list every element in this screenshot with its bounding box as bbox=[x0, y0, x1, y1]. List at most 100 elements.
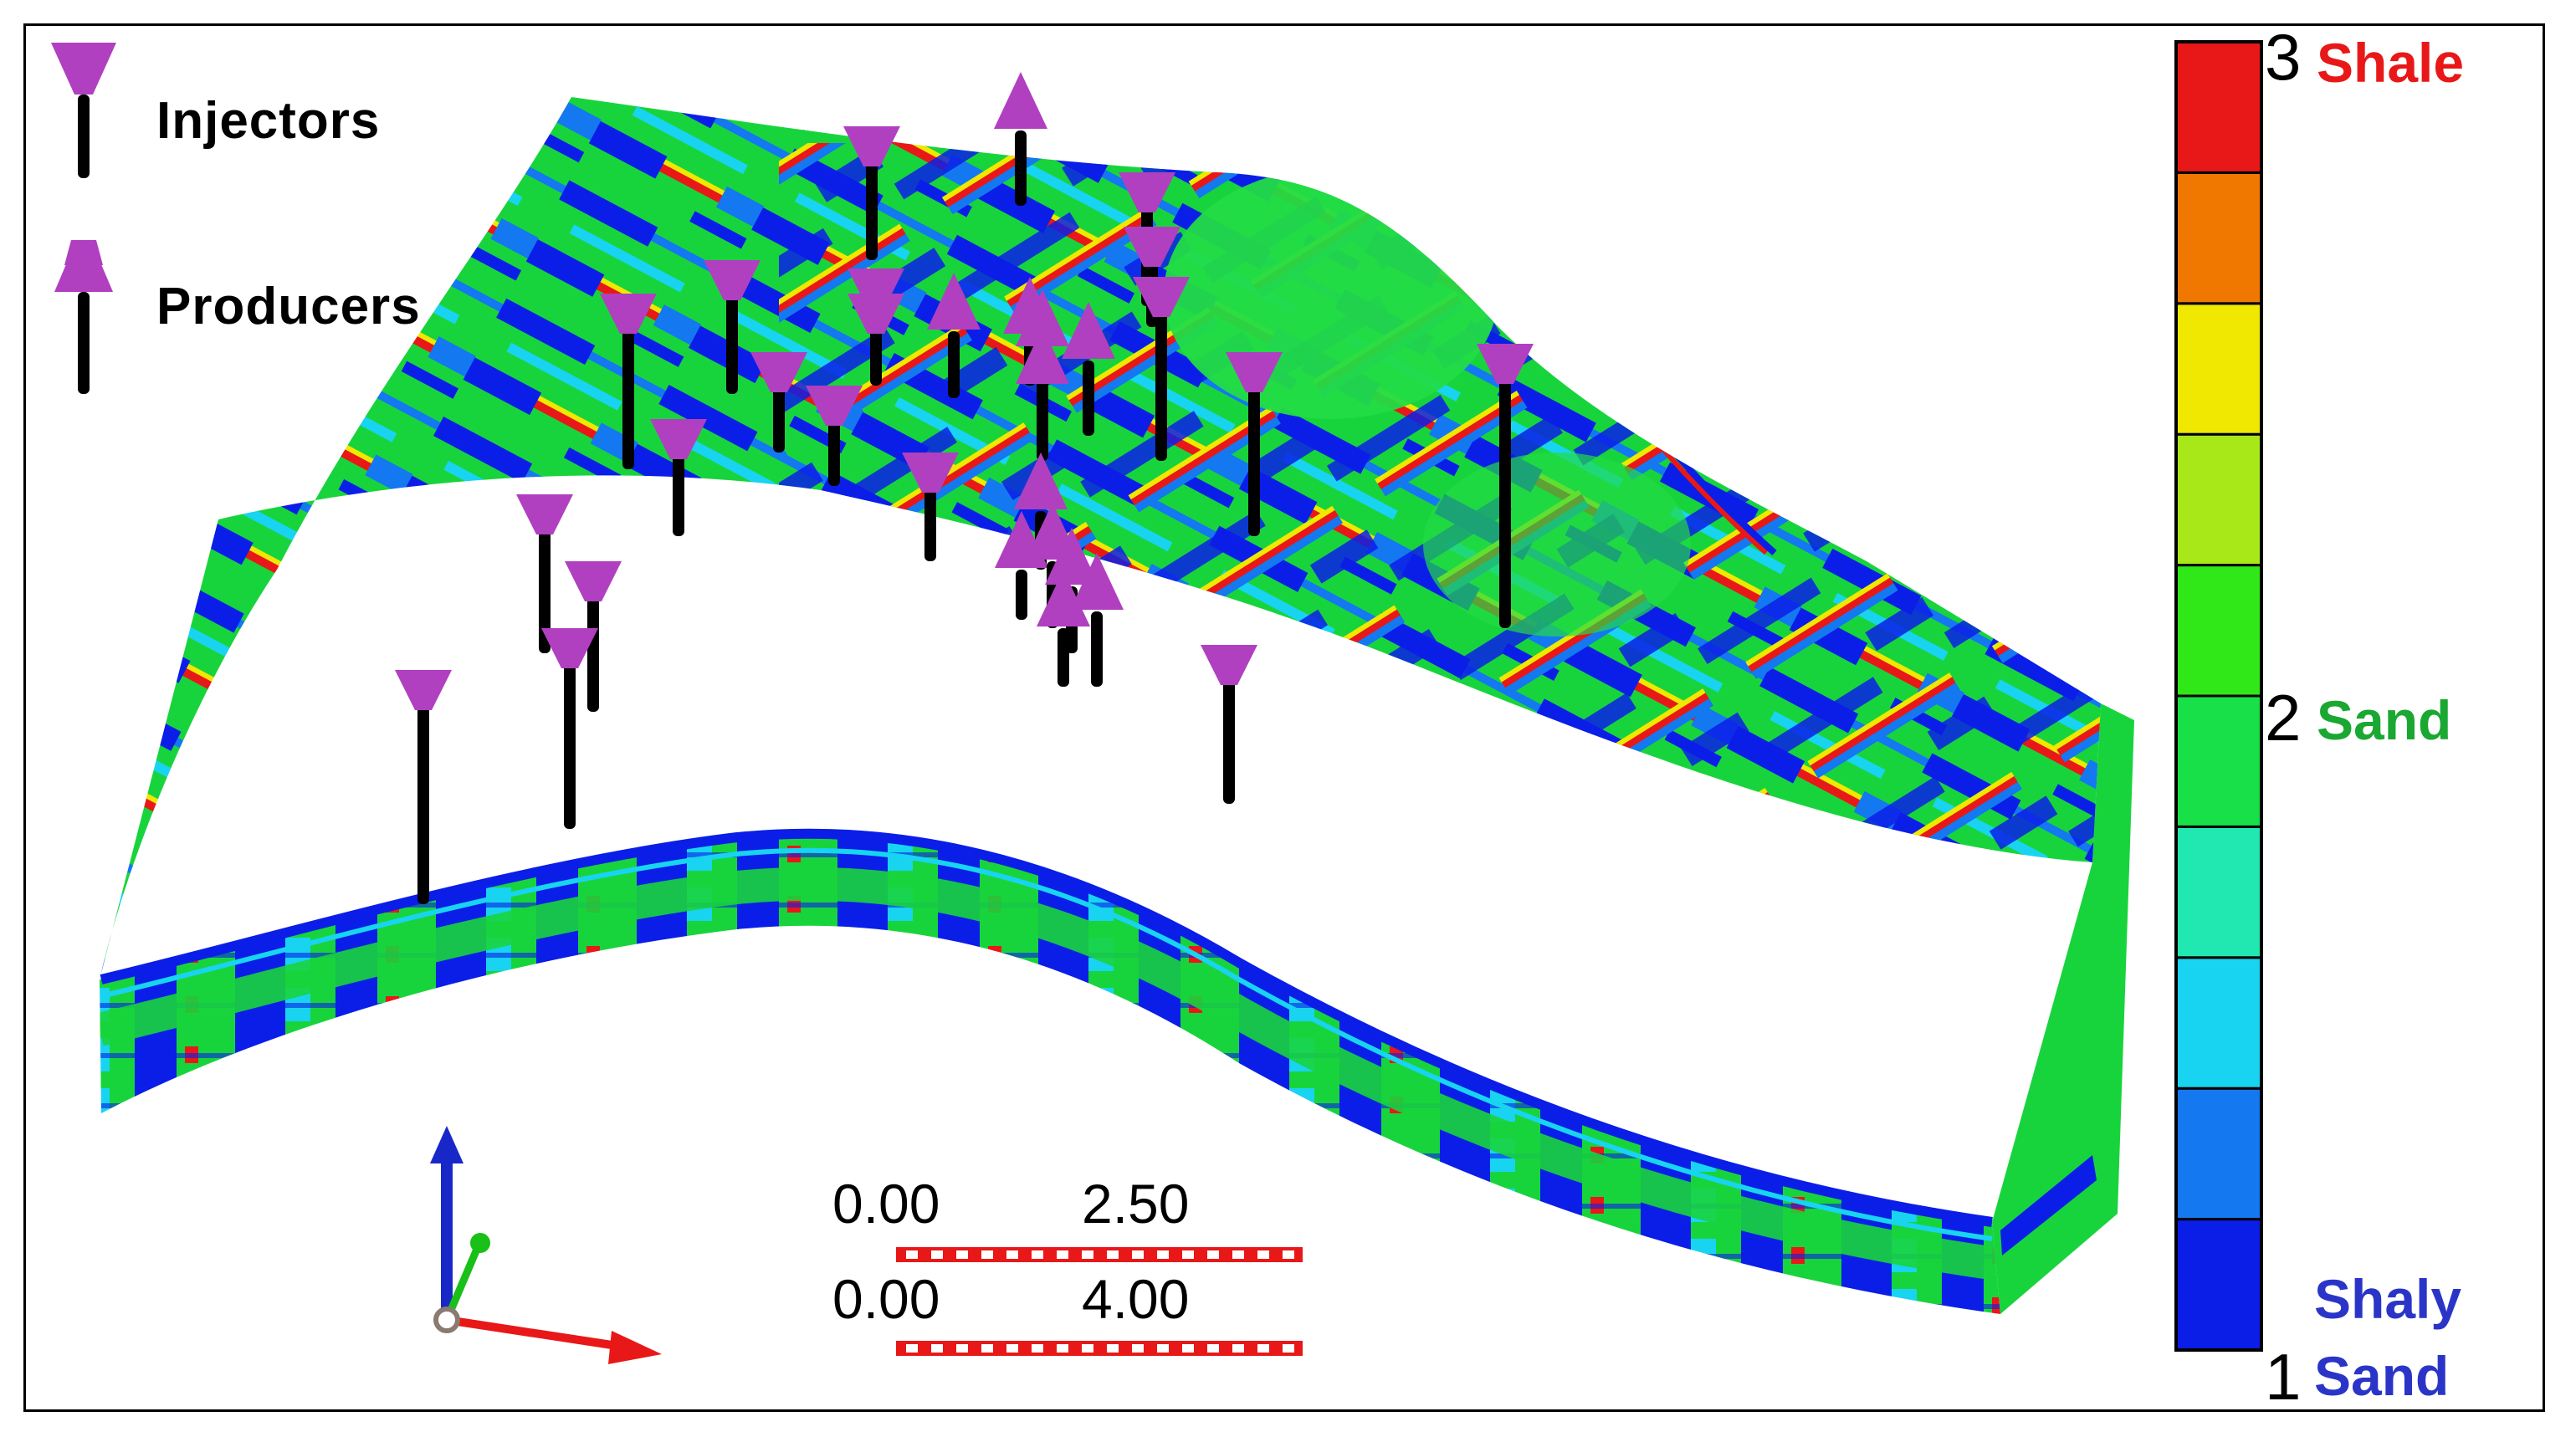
scale-tick bbox=[906, 1250, 918, 1259]
injector-well[interactable] bbox=[704, 260, 761, 394]
scale-1-end: 2.50 bbox=[1082, 1173, 1190, 1235]
scale-tick bbox=[1207, 1250, 1219, 1259]
scale-tick bbox=[1182, 1344, 1194, 1353]
injector-well[interactable] bbox=[1201, 645, 1257, 804]
injector-head-icon bbox=[650, 419, 707, 459]
viewport-frame: Injectors Producers 3 Shale 2 Sand Shaly… bbox=[23, 23, 2545, 1412]
scale-tick bbox=[1182, 1250, 1194, 1259]
scale-tick bbox=[1032, 1250, 1043, 1259]
injector-head-icon bbox=[750, 352, 807, 392]
colorbar-sand2-label: Sand bbox=[2314, 1345, 2450, 1407]
axes-origin-icon bbox=[433, 1307, 460, 1333]
injector-head-icon bbox=[1477, 344, 1534, 384]
z-axis-arrow-icon bbox=[430, 1126, 463, 1163]
injector-head-icon bbox=[1124, 227, 1180, 267]
well-pipe bbox=[866, 160, 878, 260]
producer-well[interactable] bbox=[1016, 327, 1069, 461]
scale-tick bbox=[1283, 1344, 1294, 1353]
scale-tick bbox=[1082, 1344, 1093, 1353]
injector-well[interactable] bbox=[806, 386, 863, 486]
scale-tick bbox=[1057, 1344, 1068, 1353]
injector-head-icon bbox=[600, 294, 657, 334]
well-pipe bbox=[924, 486, 936, 561]
scale-tick bbox=[1107, 1344, 1119, 1353]
injector-head-icon bbox=[902, 453, 959, 493]
colorbar-min-label: 1 bbox=[2265, 1340, 2302, 1412]
producer-well[interactable] bbox=[1070, 553, 1124, 687]
injector-well[interactable] bbox=[750, 352, 807, 453]
injector-well[interactable] bbox=[843, 126, 900, 260]
well-pipe bbox=[1155, 310, 1167, 461]
scale-tick bbox=[1132, 1250, 1144, 1259]
well-pipe bbox=[1015, 130, 1027, 206]
well-pipe bbox=[1083, 361, 1094, 436]
scale-bar-2-ticks bbox=[906, 1344, 1294, 1353]
well-pipe bbox=[948, 331, 960, 398]
model-right-side bbox=[1992, 703, 2134, 1314]
well-pipe bbox=[828, 419, 840, 486]
scale-tick bbox=[1107, 1250, 1119, 1259]
injector-well[interactable] bbox=[1133, 277, 1190, 461]
injector-well[interactable] bbox=[902, 453, 959, 561]
producer-head-icon bbox=[1016, 327, 1069, 384]
scale-tick bbox=[1283, 1250, 1294, 1259]
well-pipe bbox=[1091, 611, 1103, 687]
colorbar-band bbox=[2174, 694, 2263, 828]
well-pipe bbox=[1248, 386, 1260, 536]
injector-well[interactable] bbox=[541, 628, 598, 829]
legend-producer-icon bbox=[54, 240, 113, 394]
model-right-side-stripes bbox=[2000, 1155, 2097, 1255]
well-pipe bbox=[1016, 570, 1027, 620]
scale-tick bbox=[931, 1344, 943, 1353]
injector-head-icon bbox=[516, 494, 573, 534]
well-pipe bbox=[539, 528, 551, 653]
colorbar-band bbox=[2174, 432, 2263, 567]
scale-tick bbox=[1132, 1344, 1144, 1353]
scale-tick bbox=[1057, 1250, 1068, 1259]
y-axis-tip-icon bbox=[470, 1233, 490, 1253]
well-pipe bbox=[564, 662, 576, 829]
injector-head-icon bbox=[848, 268, 904, 309]
injector-head-icon bbox=[541, 628, 598, 668]
scale-2-start: 0.00 bbox=[832, 1268, 940, 1330]
well-pipe bbox=[726, 294, 738, 394]
injector-well[interactable] bbox=[600, 294, 657, 469]
colorbar-band bbox=[2174, 1218, 2263, 1352]
producer-well[interactable] bbox=[1037, 570, 1090, 687]
injector-head-icon bbox=[1133, 277, 1190, 317]
scale-1-start: 0.00 bbox=[832, 1173, 940, 1235]
well-pipe bbox=[1037, 386, 1048, 461]
reservoir-model-view[interactable] bbox=[26, 26, 2545, 1412]
scale-tick bbox=[956, 1250, 968, 1259]
colorbar-sand-label: Sand bbox=[2317, 689, 2452, 751]
injector-well[interactable] bbox=[565, 561, 622, 712]
injector-well[interactable] bbox=[650, 419, 707, 536]
producer-well[interactable] bbox=[927, 273, 981, 398]
scale-tick bbox=[1006, 1344, 1018, 1353]
scale-tick bbox=[1082, 1250, 1093, 1259]
colorbar-band bbox=[2174, 564, 2263, 698]
producer-head-icon bbox=[1037, 570, 1090, 626]
injector-well[interactable] bbox=[1477, 344, 1534, 628]
injector-head-icon bbox=[848, 294, 904, 334]
scale-tick bbox=[906, 1344, 918, 1353]
injector-well[interactable] bbox=[516, 494, 573, 653]
well-pipe bbox=[417, 703, 429, 904]
scale-tick bbox=[1157, 1344, 1169, 1353]
injector-well[interactable] bbox=[1226, 352, 1283, 536]
producer-head-icon bbox=[1062, 302, 1115, 359]
scale-tick bbox=[1257, 1250, 1269, 1259]
producer-well[interactable] bbox=[1062, 302, 1115, 436]
injector-head-icon bbox=[843, 126, 900, 166]
wells-layer bbox=[395, 72, 1534, 904]
scale-tick bbox=[1257, 1344, 1269, 1353]
injector-well[interactable] bbox=[848, 294, 904, 386]
axes-triad[interactable] bbox=[430, 1126, 662, 1364]
scale-tick bbox=[1006, 1250, 1018, 1259]
well-pipe bbox=[870, 327, 882, 386]
producer-well[interactable] bbox=[994, 72, 1047, 206]
injector-well[interactable] bbox=[395, 670, 452, 904]
injectors-label: Injectors bbox=[156, 92, 381, 150]
scale-tick bbox=[931, 1250, 943, 1259]
injector-head-icon bbox=[1201, 645, 1257, 685]
